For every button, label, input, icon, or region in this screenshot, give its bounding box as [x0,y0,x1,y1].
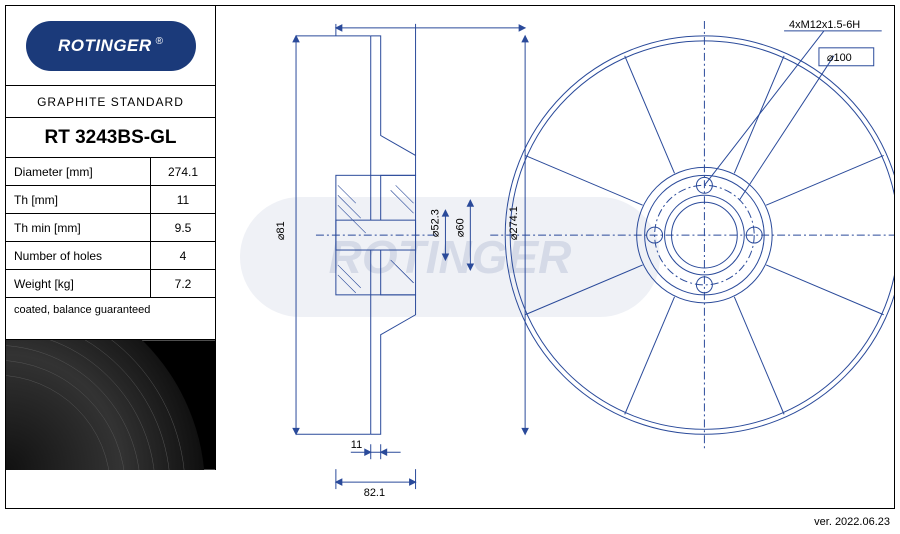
dim-d60: ⌀60 [454,218,466,237]
table-row: Diameter [mm] 274.1 [6,158,215,186]
spec-label: Number of holes [6,242,151,269]
spec-value: 9.5 [151,214,215,241]
table-row: Th [mm] 11 [6,186,215,214]
dim-d274-1: ⌀274.1 [508,206,520,240]
spec-table: Diameter [mm] 274.1 Th [mm] 11 Th min [m… [6,158,216,298]
spec-value: 7.2 [151,270,215,297]
sidebar: ROTINGER ® GRAPHITE STANDARD RT 3243BS-G… [6,6,216,470]
brand-logo: ROTINGER ® [26,21,196,71]
part-number: RT 3243BS-GL [6,118,216,158]
dim-d52-3: ⌀52.3 [429,209,441,237]
spec-label: Diameter [mm] [6,158,151,185]
standard-label: GRAPHITE STANDARD [6,86,216,118]
dim-w11: 11 [351,439,362,451]
spec-label: Weight [kg] [6,270,151,297]
callout-pcd: ⌀100 [827,52,852,64]
registered-icon: ® [156,36,163,47]
dim-w82-1: 82.1 [364,487,385,499]
logo-box: ROTINGER ® [6,6,216,86]
table-row: Weight [kg] 7.2 [6,270,215,298]
note: coated, balance guaranteed [6,298,216,340]
table-row: Th min [mm] 9.5 [6,214,215,242]
dim-d81: ⌀81 [275,221,287,240]
brand-name: ROTINGER [58,36,152,56]
technical-drawing: ⌀81 ⌀52.3 ⌀60 ⌀274.1 11 82.1 4xM12x1.5-6… [216,6,894,508]
product-image [6,340,216,470]
callout-thread: 4xM12x1.5-6H [789,19,860,31]
spec-value: 274.1 [151,158,215,185]
spec-value: 11 [151,186,215,213]
table-row: Number of holes 4 [6,242,215,270]
version-label: ver. 2022.06.23 [814,516,890,528]
spec-label: Th [mm] [6,186,151,213]
spec-label: Th min [mm] [6,214,151,241]
drawing-frame: ROTINGER ® GRAPHITE STANDARD RT 3243BS-G… [5,5,895,509]
spec-value: 4 [151,242,215,269]
